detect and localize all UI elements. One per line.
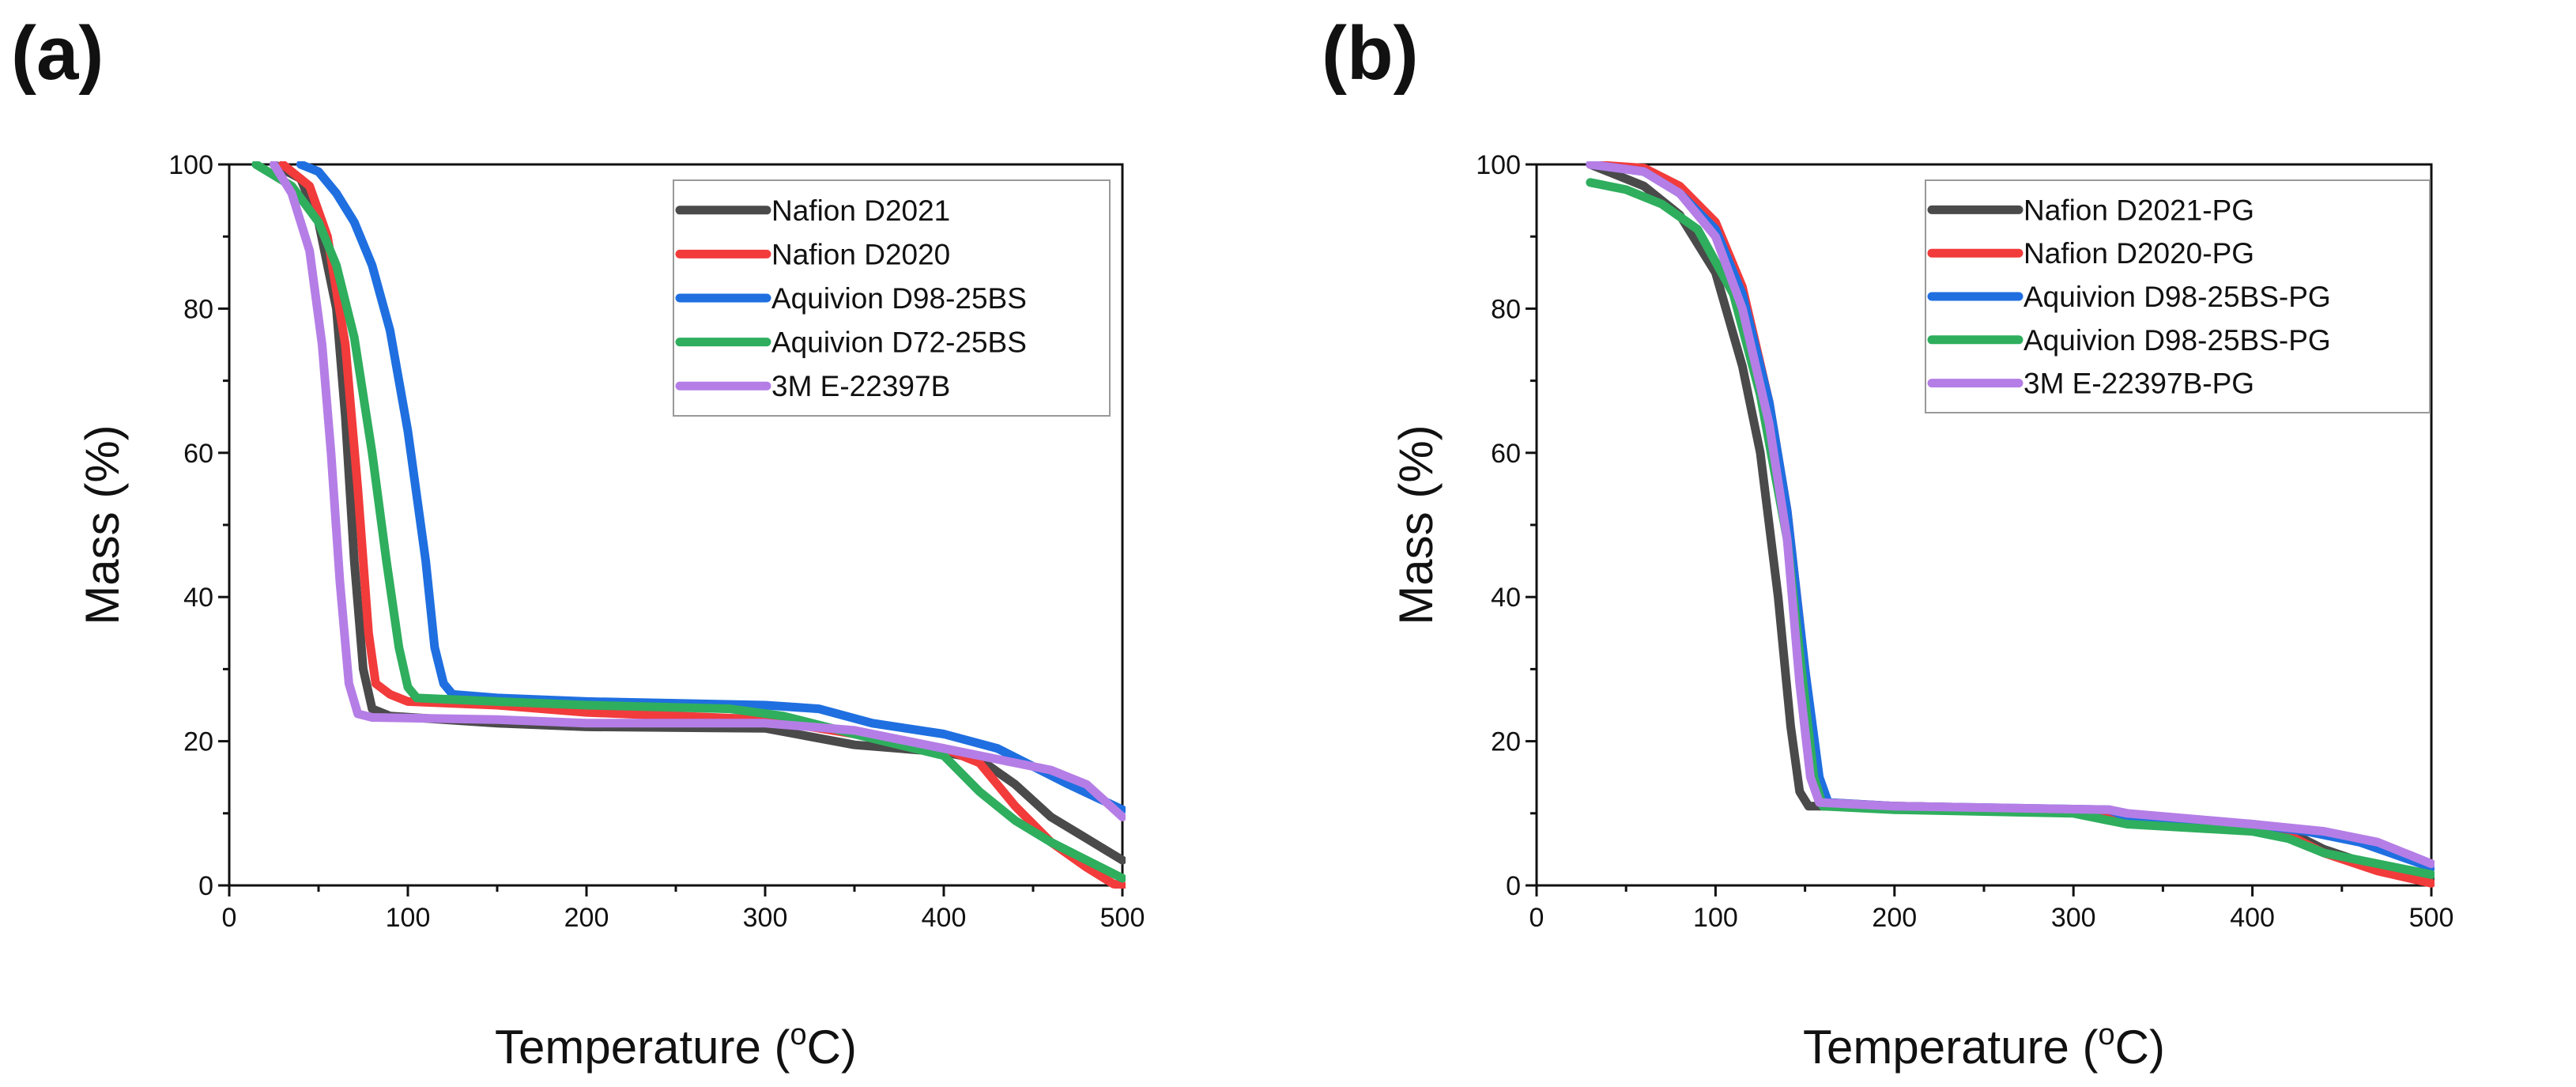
legend-item: Nafion D2020-PG [1927,237,2254,270]
legend-item: Aquivion D98-25BS [675,282,1027,315]
legend-label: Aquivion D98-25BS-PG [2023,324,2331,357]
x-tick-label: 400 [2230,903,2275,933]
y-tick-label: 0 [1506,871,1521,901]
x-tick-label: 200 [564,903,609,933]
y-tick-label: 40 [1491,583,1521,613]
legend: Nafion D2021 Nafion D2020 Aquivion D98-25B… [673,179,1111,417]
x-axis-title-superscript: o [790,1018,807,1051]
x-tick-label: 0 [222,903,237,933]
series-line [270,161,1126,821]
y-tick-label: 100 [1476,150,1521,180]
legend-item: Aquivion D98-25BS-PG [1927,324,2331,357]
legend-item: 3M E-22397B-PG [1927,368,2254,400]
legend: Nafion D2021-PG Nafion D2020-PG Aquivion D… [1925,179,2431,413]
x-axis-title-unit: C) [2115,1021,2165,1074]
panel-a: (a) 0 100 200 300 400 500 0 20 40 60 80 100 Temperatu… [11,11,1145,1074]
x-tick-label: 400 [922,903,967,933]
y-tick-label: 80 [1491,294,1521,324]
legend-item: Aquivion D72-25BS [675,326,1027,359]
legend-item: Nafion D2021-PG [1927,194,2254,226]
x-tick-label: 500 [1100,903,1145,933]
x-axis-title-superscript: o [2099,1018,2115,1051]
x-tick-label: 300 [743,903,788,933]
y-tick-label: 60 [183,439,213,469]
x-axis-title: Temperature (oC) [495,1018,857,1074]
legend-label: Aquivion D72-25BS [771,326,1027,359]
y-tick-label: 20 [183,727,213,757]
y-tick-label: 80 [183,294,213,324]
x-tick-label: 500 [2409,903,2454,933]
series-group [1586,161,2435,888]
legend-item: Nafion D2021 [675,194,950,227]
panel-label: (a) [11,11,104,96]
legend-label: Aquivion D98-25BS-PG [2023,281,2331,313]
x-axis-title: Temperature (oC) [1803,1018,2165,1074]
y-tick-label: 100 [168,150,213,180]
series-line [251,161,1126,883]
x-tick-label: 200 [1872,903,1917,933]
x-tick-label: 100 [386,903,431,933]
legend-label: Aquivion D98-25BS [771,282,1027,315]
x-axis-title-unit: C) [807,1021,857,1074]
panel-b: (b) 0 100 200 300 400 500 0 20 40 60 80 100 Temperatu… [1322,11,2453,1074]
x-axis-title-text: Temperature ( [495,1021,790,1074]
legend-label: 3M E-22397B [771,370,950,402]
legend-label: Nafion D2020-PG [2023,237,2254,270]
series-line [296,161,1126,814]
series-group [251,161,1126,889]
legend-label: Nafion D2020 [771,238,950,270]
y-tick-label: 0 [198,871,213,901]
legend-item: Nafion D2020 [675,238,950,270]
y-axis-title: Mass (%) [1390,425,1443,625]
x-axis-title-text: Temperature ( [1803,1021,2098,1074]
y-tick-label: 60 [1491,439,1521,469]
series-line [1586,161,2435,869]
x-tick-label: 0 [1529,903,1544,933]
panel-label: (b) [1322,11,1419,96]
y-tick-label: 40 [183,583,213,613]
legend-label: Nafion D2021-PG [2023,194,2254,226]
legend-item: 3M E-22397B [675,370,950,402]
y-axis-title: Mass (%) [76,425,129,625]
x-tick-label: 100 [1693,903,1738,933]
legend-label: Nafion D2021 [771,194,950,227]
y-tick-label: 20 [1491,727,1521,757]
legend-item: Aquivion D98-25BS-PG [1927,281,2331,313]
x-tick-label: 300 [2051,903,2096,933]
legend-label: 3M E-22397B-PG [2023,368,2254,400]
